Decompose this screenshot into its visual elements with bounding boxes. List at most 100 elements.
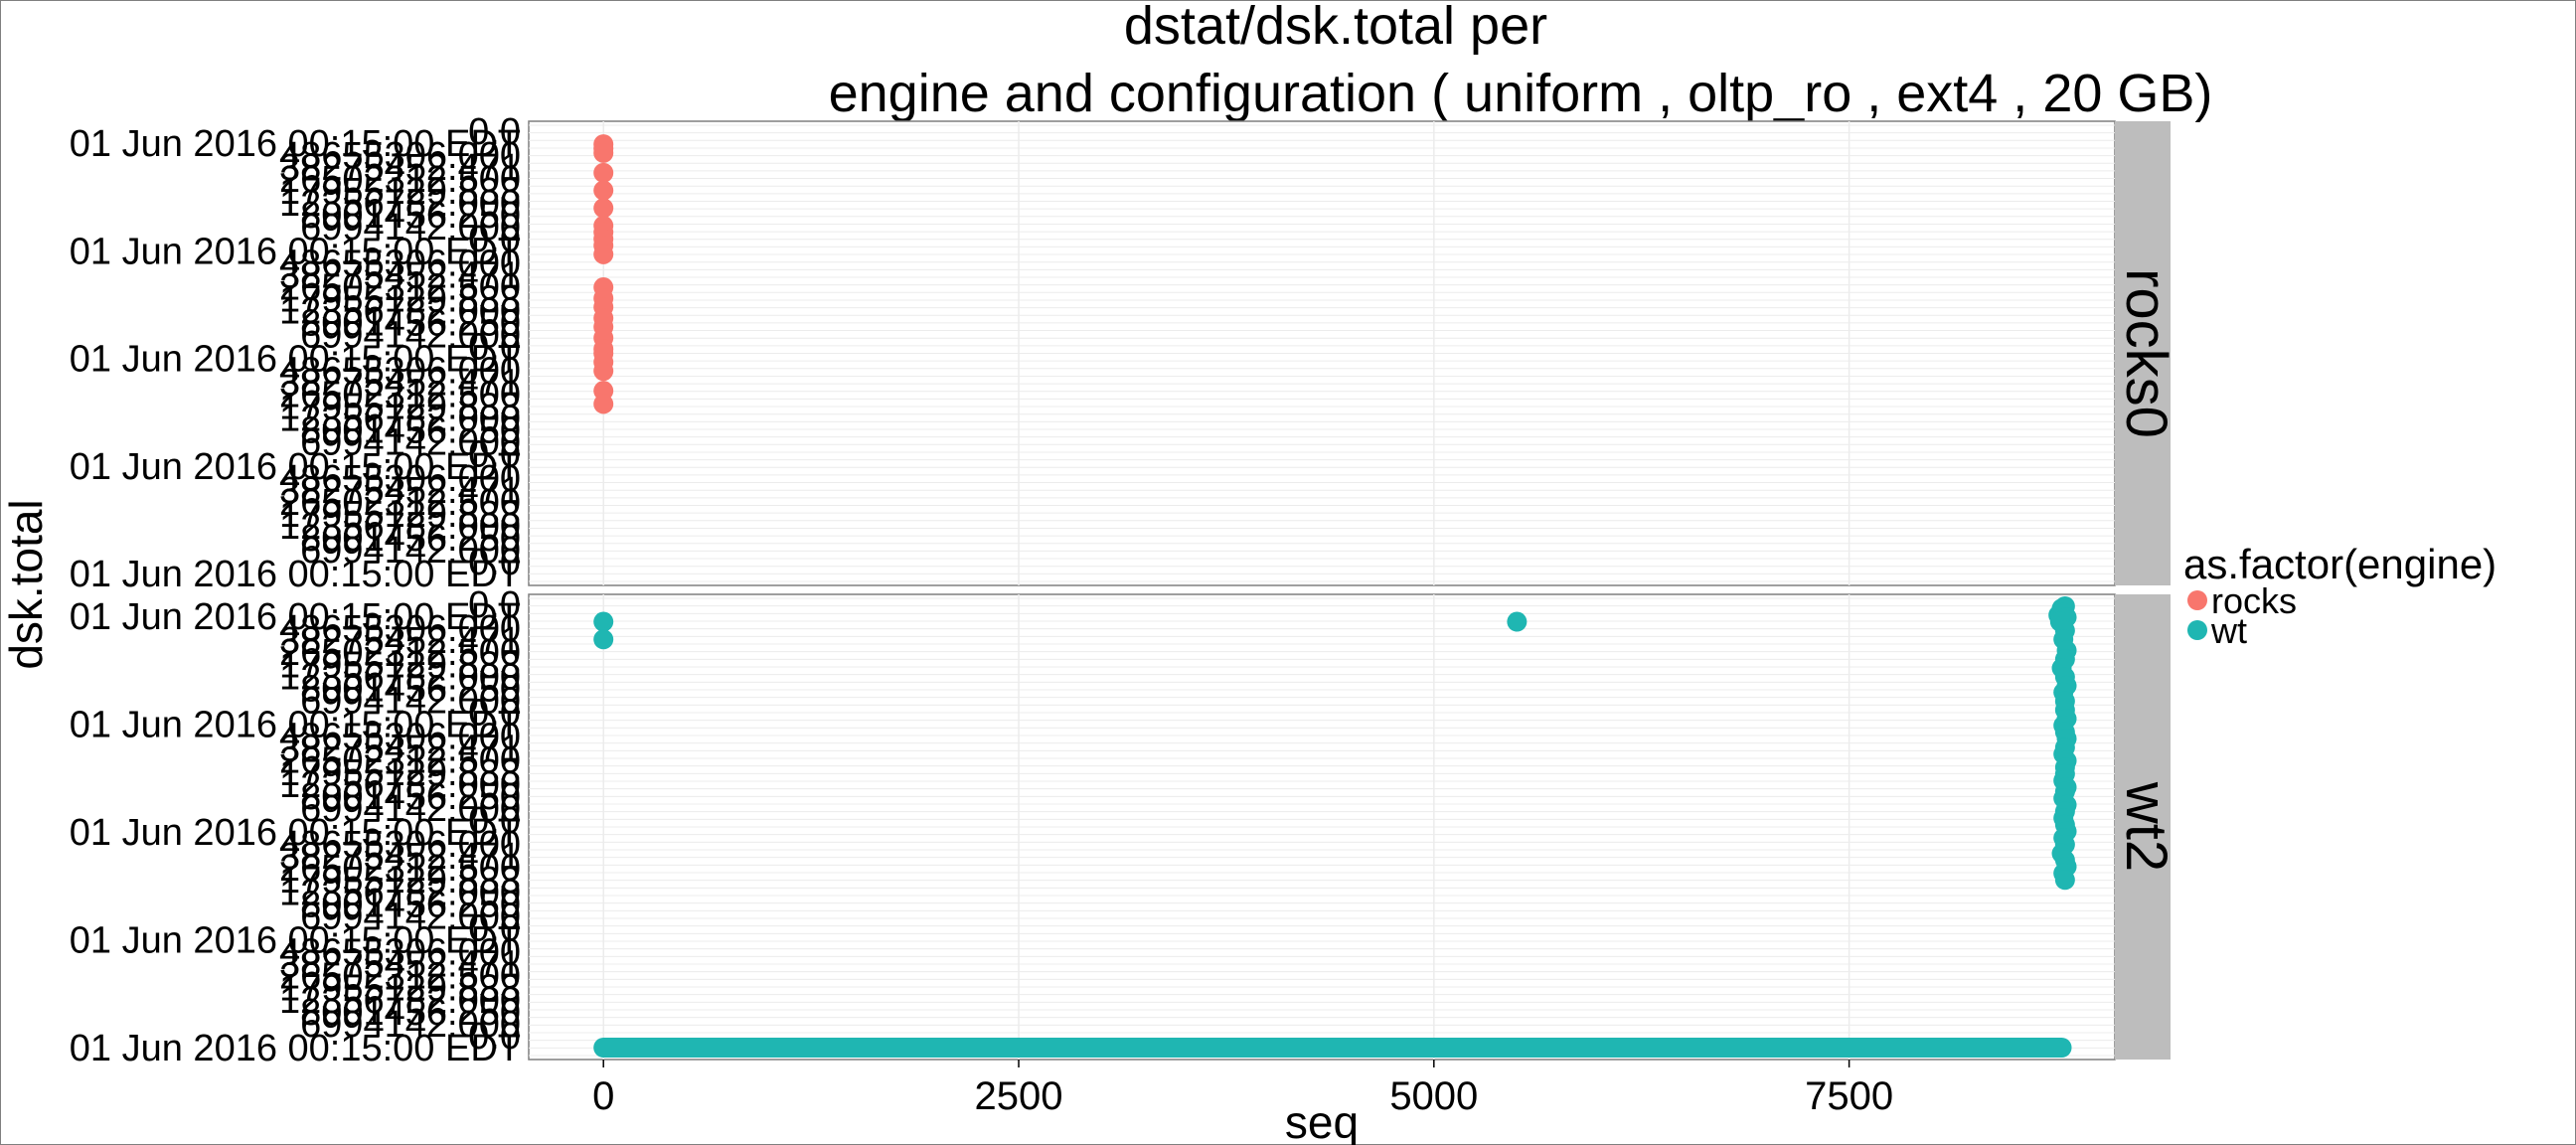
y-tick-label: 01 Jun 2016 00:15:00 EDT — [70, 446, 521, 488]
y-tick-label: 26502312.500 — [279, 956, 521, 998]
data-point — [593, 611, 614, 632]
legend-swatch-rocks — [2187, 590, 2207, 610]
y-tick-label: 01 Jun 2016 00:15:00 EDT — [70, 123, 521, 165]
y-tick-label: 38275452.471 — [279, 944, 521, 986]
y-tick-label: 12356782.000 — [279, 506, 521, 548]
y-tick-label: 01 Jun 2016 00:15:00 EDT — [70, 1028, 521, 1069]
y-tick-label: 0.0 — [468, 542, 521, 583]
y-tick-label: 17955129.833 — [279, 171, 521, 213]
y-tick-label: 12356782.000 — [279, 764, 521, 806]
y-tick-label: 38275452.471 — [279, 836, 521, 878]
facet-strip-label: rocks0 — [2114, 268, 2178, 438]
facets-layer: 0.001 Jun 2016 00:15:00 EDT48655306.0003… — [70, 111, 2178, 1118]
y-tick-label: 17955129.833 — [279, 644, 521, 686]
y-tick-label: 26502312.500 — [279, 159, 521, 201]
y-tick-label: 01 Jun 2016 00:15:00 EDT — [70, 920, 521, 962]
y-tick-label: 26502312.500 — [279, 482, 521, 524]
y-tick-label: 8001456.250 — [300, 195, 521, 237]
data-point — [593, 629, 614, 650]
y-tick-label: 0.0 — [468, 326, 521, 368]
y-tick-label: 6994142.000 — [300, 530, 521, 572]
y-tick-label: 38275452.471 — [279, 620, 521, 662]
y-tick-label: 0.0 — [468, 219, 521, 260]
y-tick-label: 0.0 — [468, 800, 521, 842]
y-tick-label: 0.0 — [468, 692, 521, 734]
data-point — [593, 394, 614, 414]
data-point-baseline — [593, 1038, 2072, 1058]
y-tick-label: 01 Jun 2016 00:15:00 EDT — [70, 339, 521, 381]
y-tick-label: 38275452.471 — [279, 729, 521, 770]
y-tick-label: 12356782.000 — [279, 872, 521, 913]
y-tick-label: 0.0 — [468, 584, 521, 626]
y-tick-label: 6994142.000 — [300, 207, 521, 248]
y-tick-label: 01 Jun 2016 00:15:00 EDT — [70, 554, 521, 595]
y-tick-label: 26502312.500 — [279, 848, 521, 890]
y-tick-label: 12356782.000 — [279, 656, 521, 698]
y-tick-label: 6994142.000 — [300, 314, 521, 356]
y-tick-label: 26502312.500 — [279, 375, 521, 416]
y-tick-label: 6994142.000 — [300, 788, 521, 830]
y-tick-label: 12356782.000 — [279, 399, 521, 440]
x-tick-label: 2500 — [975, 1074, 1063, 1118]
y-tick-label: 38275452.471 — [279, 147, 521, 189]
y-tick-label: 17955129.833 — [279, 494, 521, 536]
facet-panel: 0.001 Jun 2016 00:15:00 EDT48655306.0003… — [70, 111, 2178, 595]
y-tick-label: 12356782.000 — [279, 183, 521, 225]
y-tick-label: 17955129.833 — [279, 860, 521, 901]
facet-panel: 0.001 Jun 2016 00:15:00 EDT48655306.0003… — [70, 584, 2178, 1069]
data-point — [593, 244, 614, 264]
y-tick-label: 0.0 — [468, 111, 521, 153]
y-tick-label: 01 Jun 2016 00:15:00 EDT — [70, 596, 521, 638]
y-tick-label: 8001456.250 — [300, 410, 521, 452]
facet-strip — [2115, 121, 2171, 585]
y-tick-label: 17955129.833 — [279, 278, 521, 320]
y-tick-label: 01 Jun 2016 00:15:00 EDT — [70, 812, 521, 854]
y-tick-label: 26502312.500 — [279, 740, 521, 782]
y-tick-label: 8001456.250 — [300, 518, 521, 560]
y-tick-label: 8001456.250 — [300, 668, 521, 710]
x-tick-label: 7500 — [1805, 1074, 1893, 1118]
y-tick-label: 12356782.000 — [279, 290, 521, 332]
y-tick-label: 48655306.000 — [279, 932, 521, 974]
y-tick-label: 38275452.471 — [279, 363, 521, 405]
y-tick-label: 01 Jun 2016 00:15:00 EDT — [70, 705, 521, 746]
y-tick-label: 48655306.000 — [279, 458, 521, 500]
data-point — [593, 142, 614, 163]
chart-subtitle: engine and configuration ( uniform , olt… — [829, 64, 2213, 123]
legend-label-wt: wt — [2210, 610, 2247, 651]
y-tick-label: 0.0 — [468, 1016, 521, 1058]
y-tick-label: 17955129.833 — [279, 387, 521, 428]
y-tick-label: 48655306.000 — [279, 135, 521, 177]
y-tick-label: 48655306.000 — [279, 351, 521, 393]
y-tick-label: 48655306.000 — [279, 717, 521, 758]
y-tick-label: 48655306.000 — [279, 243, 521, 284]
y-tick-label: 6994142.000 — [300, 422, 521, 464]
y-tick-label: 12356782.000 — [279, 980, 521, 1022]
legend-title: as.factor(engine) — [2183, 541, 2496, 587]
x-axis-label: seq — [1285, 1096, 1359, 1145]
y-tick-label: 8001456.250 — [300, 302, 521, 344]
x-tick-label: 5000 — [1389, 1074, 1478, 1118]
legend-label-rocks: rocks — [2211, 580, 2297, 621]
data-point — [593, 361, 614, 382]
data-point — [593, 198, 614, 219]
y-tick-label: 0.0 — [468, 434, 521, 476]
data-point — [593, 162, 614, 183]
data-point — [1507, 611, 1528, 632]
y-tick-label: 8001456.250 — [300, 884, 521, 925]
y-tick-label: 6994142.000 — [300, 1004, 521, 1046]
y-tick-label: 48655306.000 — [279, 608, 521, 650]
y-tick-label: 8001456.250 — [300, 992, 521, 1034]
y-tick-label: 0.0 — [468, 907, 521, 949]
y-tick-label: 26502312.500 — [279, 632, 521, 674]
y-tick-label: 8001456.250 — [300, 776, 521, 818]
legend-swatch-wt — [2187, 620, 2207, 640]
facet-strip — [2115, 594, 2171, 1060]
y-axis-label: dsk.total — [0, 499, 52, 669]
y-tick-label: 17955129.833 — [279, 968, 521, 1010]
data-point — [593, 180, 614, 201]
data-point — [2054, 870, 2075, 891]
